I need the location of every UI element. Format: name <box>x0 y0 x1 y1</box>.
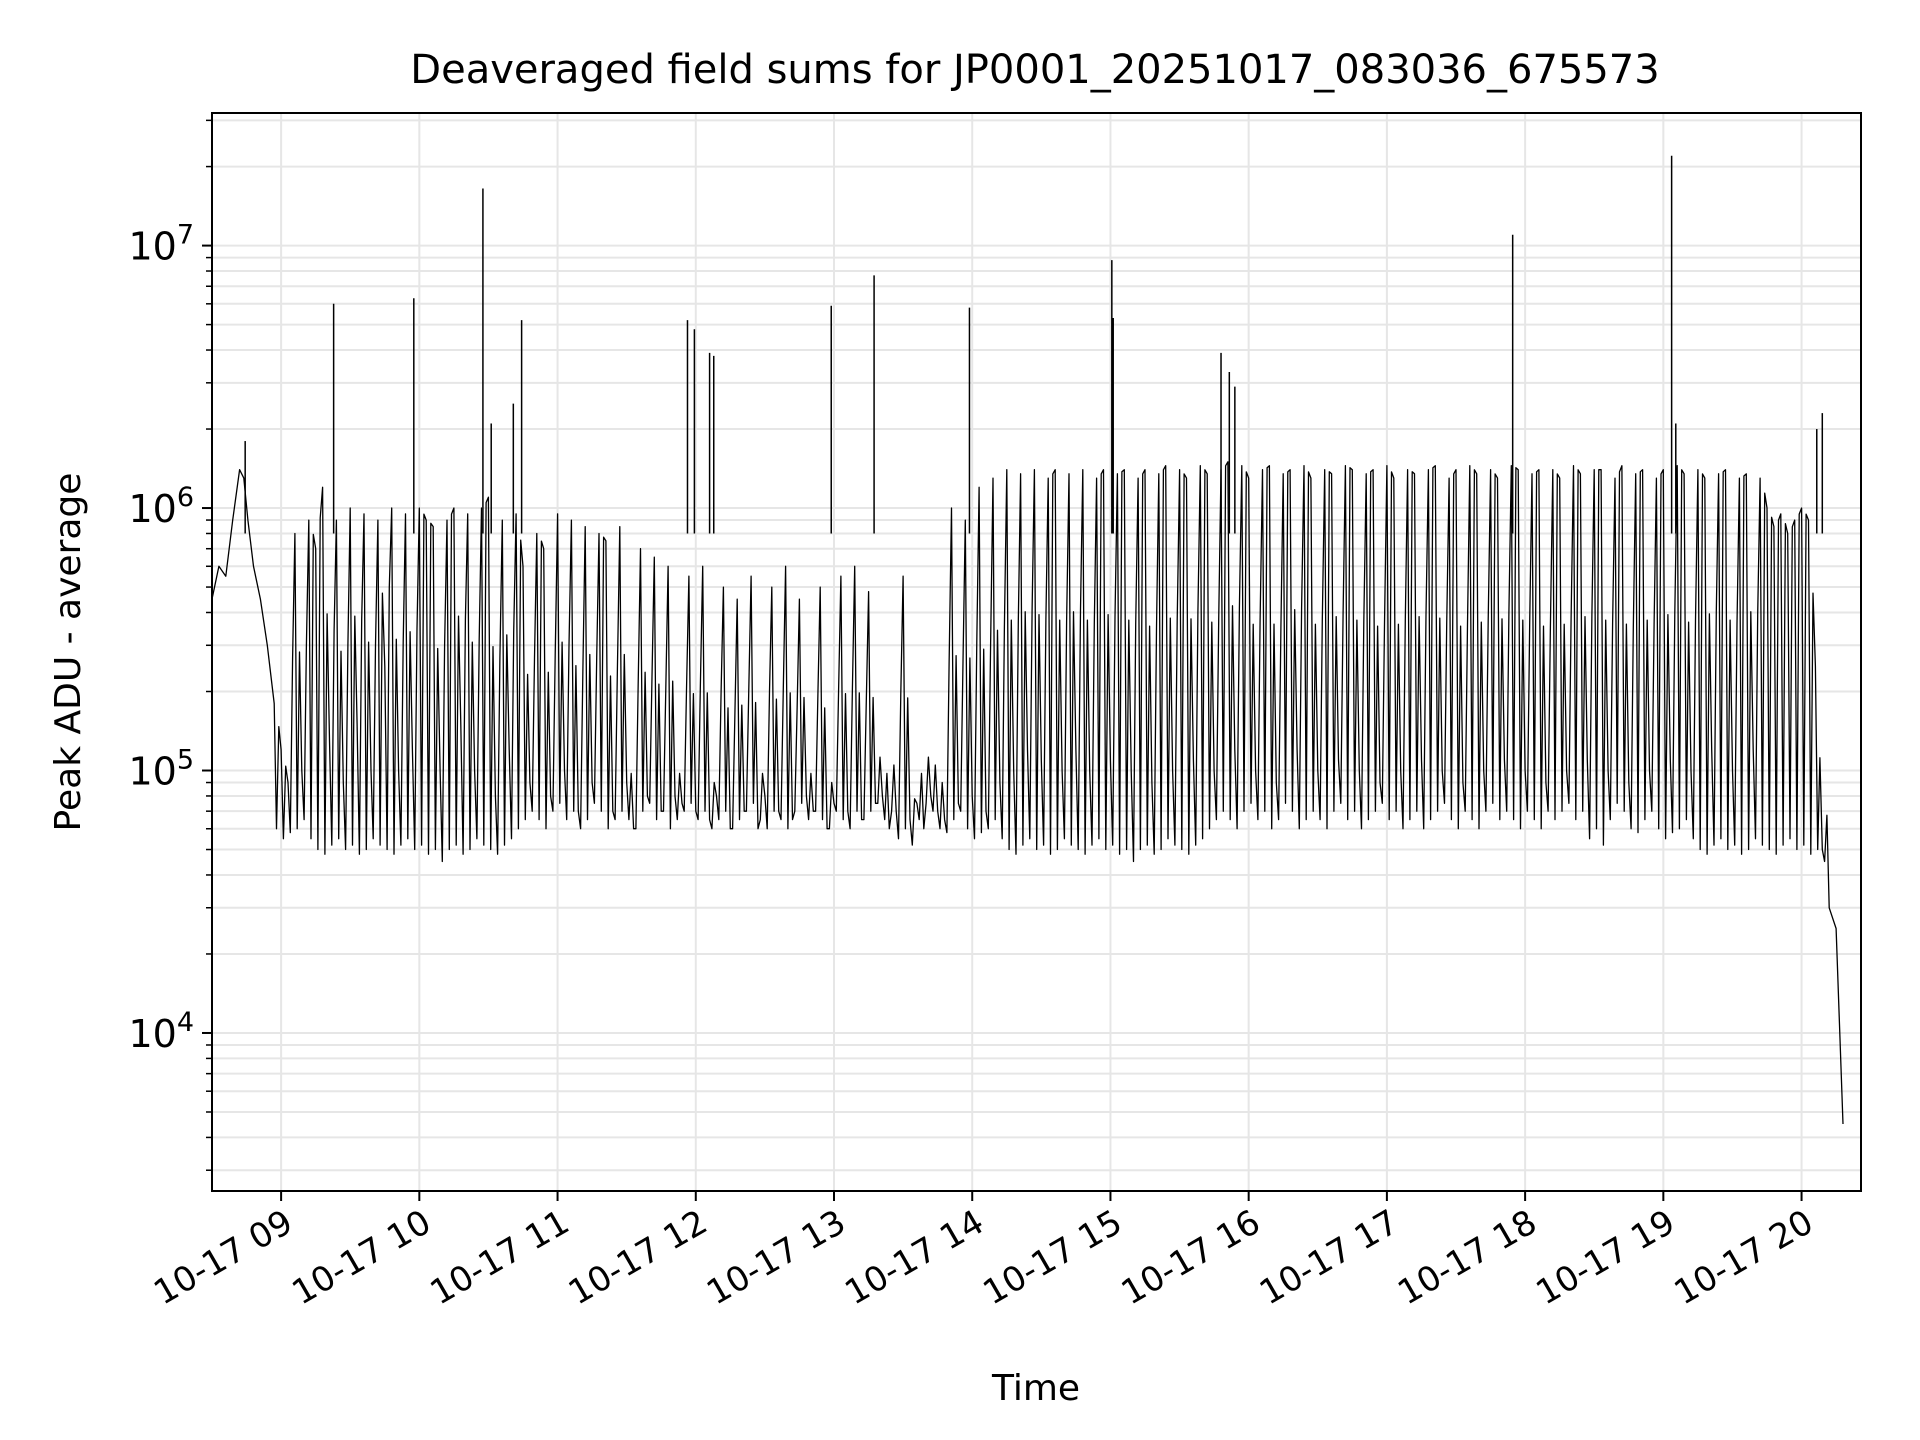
y-tick-label: 105 <box>128 745 194 794</box>
y-tick-label-exponent: 4 <box>177 1007 194 1038</box>
y-tick-label-base: 10 <box>128 487 176 531</box>
y-tick-label-exponent: 7 <box>177 220 194 251</box>
series-line <box>211 461 1844 1125</box>
y-tick-label-exponent: 5 <box>177 745 194 776</box>
y-tick-label: 104 <box>128 1007 194 1056</box>
plot-frame <box>211 112 1862 1192</box>
chart-title: Deaveraged field sums for JP0001_2025101… <box>410 47 1659 93</box>
y-tick-label-base: 10 <box>128 225 176 269</box>
y-tick-label: 107 <box>128 220 194 269</box>
y-axis-label: Peak ADU - average <box>48 473 89 832</box>
series-layer <box>211 155 1844 1125</box>
y-tick-label-base: 10 <box>128 750 176 794</box>
y-tick-label: 106 <box>128 482 194 531</box>
y-tick-label-exponent: 6 <box>177 482 194 513</box>
y-tick-label-base: 10 <box>128 1012 176 1056</box>
x-axis-label: Time <box>991 1368 1080 1409</box>
